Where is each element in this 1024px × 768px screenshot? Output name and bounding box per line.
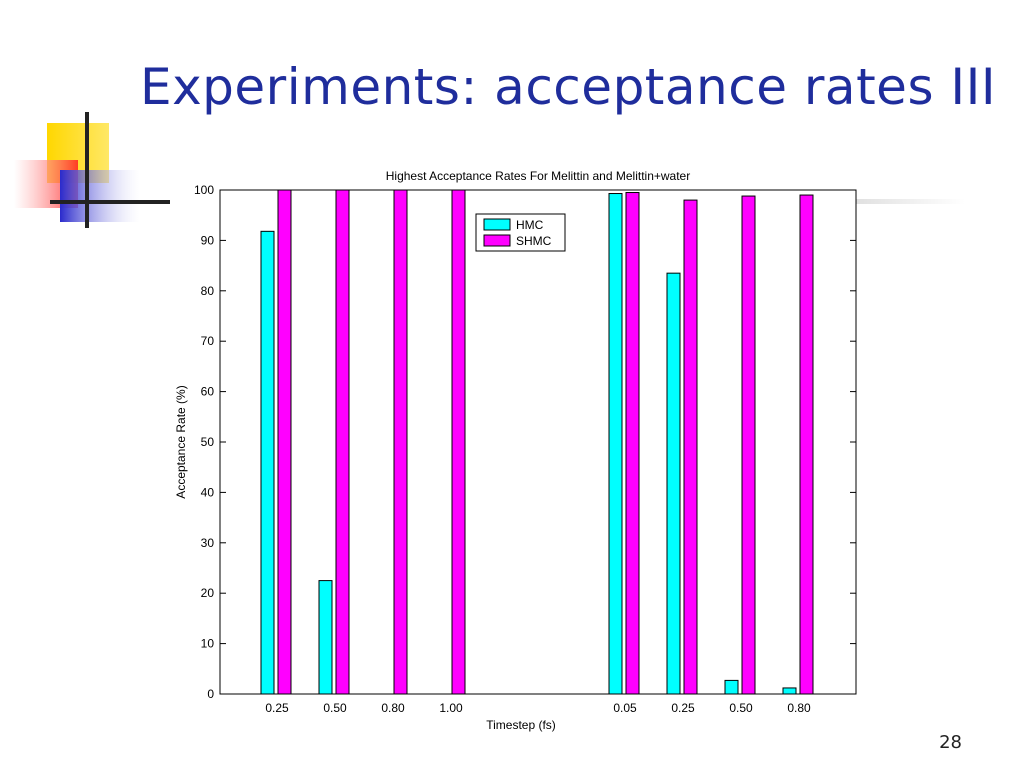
y-tick-label: 80 [201, 284, 215, 298]
x-axis-label: Timestep (fs) [486, 718, 556, 732]
y-tick-label: 20 [201, 586, 215, 600]
bar-shmc-1 [335, 189, 350, 695]
slide-title: Experiments: acceptance rates III [140, 58, 997, 116]
y-tick-label: 60 [201, 385, 215, 399]
page-number: 28 [939, 732, 962, 753]
y-tick-label: 0 [207, 687, 214, 701]
y-tick-label: 70 [201, 334, 215, 348]
legend-swatch-shmc [483, 234, 511, 247]
x-tick-label: 0.50 [729, 701, 753, 715]
y-tick-label: 40 [201, 485, 215, 499]
bar-shmc-3 [451, 189, 466, 695]
y-tick-label: 30 [201, 536, 215, 550]
legend-label-shmc: SHMC [516, 234, 552, 248]
bar-shmc-5 [625, 192, 640, 695]
bar-shmc-6 [683, 199, 698, 695]
deco-horizontal-bar [50, 200, 170, 204]
x-tick-label: 0.80 [381, 701, 405, 715]
bar-hmc-0 [260, 230, 275, 695]
slide-decoration [14, 112, 170, 228]
bar-hmc-1 [318, 580, 333, 695]
y-tick-label: 50 [201, 435, 215, 449]
x-tick-label: 0.05 [613, 701, 637, 715]
plot-area [219, 189, 857, 695]
y-tick-label: 100 [194, 183, 214, 197]
y-tick-label: 90 [201, 233, 215, 247]
legend-swatch-hmc [483, 218, 511, 231]
bar-shmc-8 [799, 194, 814, 695]
deco-faint-line [855, 199, 965, 204]
x-tick-label: 1.00 [439, 701, 463, 715]
legend-label-hmc: HMC [516, 218, 544, 232]
bar-shmc-7 [741, 195, 756, 695]
chart-title: Highest Acceptance Rates For Melittin an… [386, 169, 690, 183]
bar-shmc-2 [393, 189, 408, 695]
x-tick-label: 0.25 [265, 701, 289, 715]
bar-hmc-8 [782, 687, 797, 695]
bar-hmc-5 [608, 193, 623, 695]
x-tick-label: 0.50 [323, 701, 347, 715]
y-axis-label: Acceptance Rate (%) [174, 385, 188, 498]
x-tick-label: 0.80 [787, 701, 811, 715]
bar-shmc-0 [277, 189, 292, 695]
deco-blue-square [60, 170, 140, 222]
x-tick-label: 0.25 [671, 701, 695, 715]
bar-hmc-7 [724, 679, 739, 695]
deco-vertical-bar [85, 112, 89, 228]
y-tick-label: 10 [201, 637, 215, 651]
bar-hmc-6 [666, 272, 681, 695]
